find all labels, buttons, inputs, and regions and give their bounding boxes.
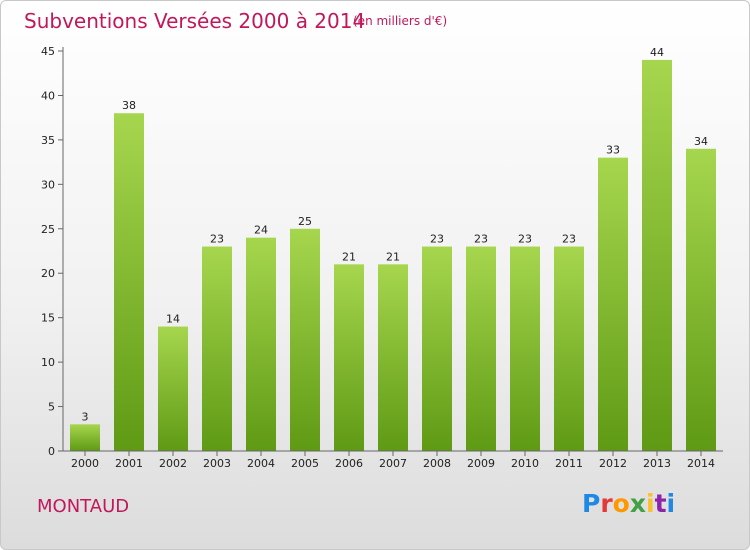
y-tick-label: 30: [41, 178, 55, 191]
x-tick-label-2010: 2010: [511, 457, 539, 470]
logo-letter: r: [600, 489, 613, 518]
logo-letter: o: [612, 489, 630, 518]
bar-2005: [290, 228, 320, 451]
x-tick-label-2009: 2009: [467, 457, 495, 470]
x-tick-label-2012: 2012: [599, 457, 627, 470]
x-tick-label-2008: 2008: [423, 457, 451, 470]
data-label-2004: 24: [254, 224, 268, 237]
logo-letter: P: [582, 489, 601, 518]
x-tick-label-2004: 2004: [247, 457, 275, 470]
y-tick-label: 35: [41, 134, 55, 147]
bar-2001: [114, 113, 144, 451]
bar-2013: [642, 59, 672, 452]
chart-subtitle: (en milliers d'€): [353, 14, 448, 28]
bar-2004: [246, 237, 276, 451]
data-label-2001: 38: [122, 99, 136, 112]
x-tick-label-2000: 2000: [71, 457, 99, 470]
y-tick-label: 5: [48, 401, 55, 414]
x-tick-label-2001: 2001: [115, 457, 143, 470]
y-tick-label: 15: [41, 312, 55, 325]
y-tick-label: 25: [41, 223, 55, 236]
x-tick-label-2006: 2006: [335, 457, 363, 470]
bar-2006: [334, 264, 364, 451]
bar-2003: [202, 246, 232, 451]
data-label-2012: 33: [606, 144, 620, 157]
logo-letter: x: [629, 489, 646, 518]
x-tick-label-2013: 2013: [643, 457, 671, 470]
logo-letter: i: [666, 489, 676, 518]
data-label-2014: 34: [694, 135, 708, 148]
y-tick-label: 10: [41, 356, 55, 369]
bar-2002: [158, 326, 188, 451]
data-label-2002: 14: [166, 313, 180, 326]
bar-2007: [378, 264, 408, 451]
proxiti-logo: Proxiti: [582, 489, 675, 518]
data-label-2008: 23: [430, 233, 444, 246]
x-tick-label-2007: 2007: [379, 457, 407, 470]
logo-letter: t: [654, 489, 667, 518]
bar-2000: [70, 424, 100, 451]
y-tick-label: 0: [48, 445, 55, 458]
x-tick-label-2014: 2014: [687, 457, 715, 470]
commune-name: MONTAUD: [37, 496, 130, 517]
y-tick-label: 45: [41, 45, 55, 58]
data-label-2013: 44: [650, 46, 664, 59]
data-label-2000: 3: [82, 410, 89, 423]
x-tick-label-2002: 2002: [159, 457, 187, 470]
data-label-2010: 23: [518, 233, 532, 246]
bar-2011: [554, 246, 584, 451]
chart-title: Subventions Versées 2000 à 2014: [24, 9, 366, 33]
data-label-2006: 21: [342, 250, 356, 263]
logo-letter: i: [646, 489, 655, 518]
y-tick-label: 40: [41, 89, 55, 102]
data-label-2007: 21: [386, 250, 400, 263]
data-label-2011: 23: [562, 233, 576, 246]
data-label-2005: 25: [298, 215, 312, 228]
bar-2014: [686, 148, 716, 451]
bar-2008: [422, 246, 452, 451]
x-tick-label-2011: 2011: [555, 457, 583, 470]
y-tick-label: 20: [41, 267, 55, 280]
data-label-2009: 23: [474, 233, 488, 246]
x-tick-label-2003: 2003: [203, 457, 231, 470]
bar-2012: [598, 157, 628, 451]
data-label-2003: 23: [210, 233, 224, 246]
x-tick-label-2005: 2005: [291, 457, 319, 470]
bar-2010: [510, 246, 540, 451]
bar-2009: [466, 246, 496, 451]
